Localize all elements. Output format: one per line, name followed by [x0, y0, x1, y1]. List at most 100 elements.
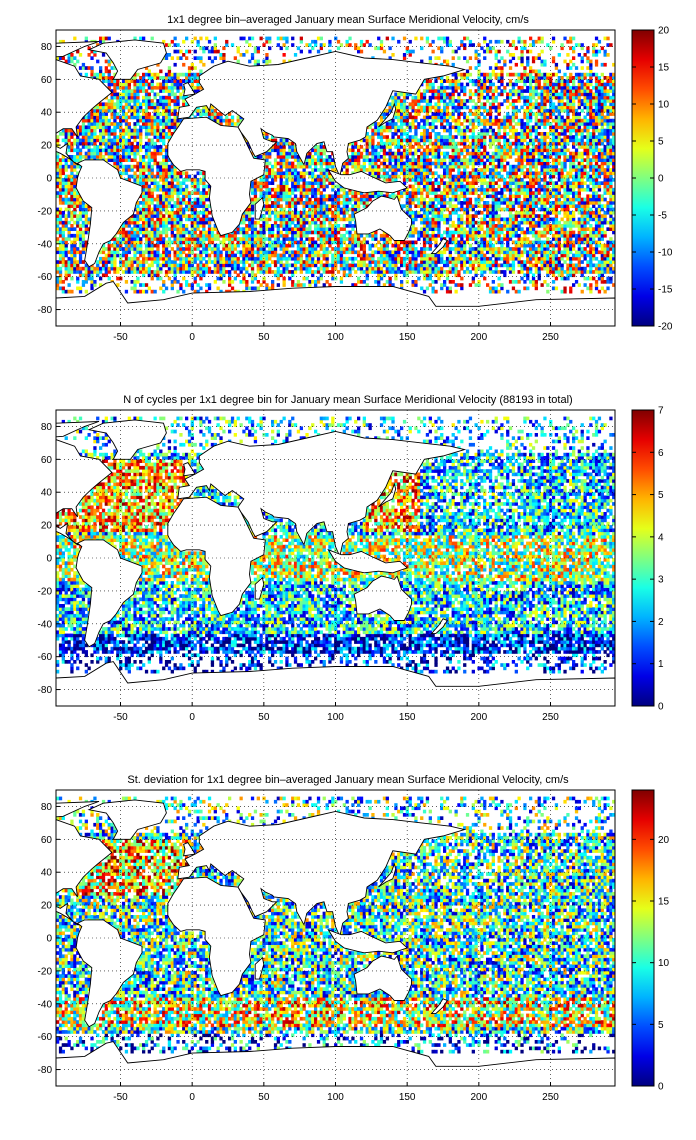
- heatmap-cell: [443, 191, 447, 195]
- heatmap-cell: [164, 76, 169, 80]
- heatmap-cell: [56, 138, 60, 143]
- heatmap-cell: [170, 263, 174, 268]
- heatmap-cell: [348, 155, 352, 159]
- heatmap-cell: [185, 253, 189, 258]
- heatmap-cell: [87, 148, 91, 153]
- heatmap-cell: [314, 39, 318, 44]
- heatmap-cell: [110, 89, 114, 93]
- heatmap-cell: [73, 194, 77, 199]
- heatmap-cell: [437, 270, 441, 274]
- heatmap-cell: [273, 148, 278, 153]
- heatmap-cell: [377, 135, 381, 139]
- heatmap-cell: [242, 247, 246, 251]
- heatmap-cell: [99, 69, 103, 74]
- heatmap-cell: [388, 145, 392, 149]
- heatmap-cell: [119, 115, 123, 120]
- heatmap-cell: [119, 125, 123, 130]
- heatmap-cell: [170, 260, 174, 264]
- heatmap-cell: [405, 105, 409, 110]
- heatmap-cell: [425, 204, 430, 208]
- heatmap-cell: [440, 158, 444, 162]
- heatmap-cell: [379, 132, 384, 136]
- heatmap-cell: [250, 237, 255, 241]
- heatmap-cell: [440, 145, 444, 149]
- heatmap-cell: [402, 247, 407, 251]
- heatmap-cell: [428, 105, 432, 110]
- heatmap-cell: [156, 171, 160, 176]
- heatmap-cell: [279, 168, 283, 172]
- heatmap-cell: [156, 181, 160, 185]
- heatmap-cell: [170, 270, 174, 274]
- heatmap-cell: [342, 171, 346, 176]
- heatmap-cell: [293, 233, 298, 238]
- heatmap-cell: [268, 253, 272, 258]
- heatmap-cell: [182, 270, 186, 274]
- heatmap-cell: [316, 207, 321, 212]
- heatmap-cell: [348, 141, 352, 146]
- heatmap-cell: [443, 168, 447, 172]
- heatmap-cell: [311, 217, 315, 222]
- heatmap-cell: [133, 89, 137, 93]
- heatmap-cell: [388, 194, 392, 199]
- heatmap-cell: [302, 243, 306, 248]
- heatmap-cell: [417, 161, 421, 166]
- heatmap-cell: [139, 240, 143, 245]
- heatmap-cell: [124, 145, 129, 149]
- heatmap-cell: [58, 178, 63, 182]
- heatmap-cell: [391, 135, 395, 139]
- heatmap-cell: [78, 141, 83, 146]
- heatmap-cell: [144, 89, 149, 93]
- heatmap-cell: [93, 49, 97, 54]
- heatmap-cell: [334, 247, 338, 251]
- heatmap-cell: [81, 233, 86, 238]
- heatmap-cell: [127, 250, 131, 255]
- heatmap-cell: [357, 250, 361, 255]
- heatmap-cell: [322, 204, 326, 208]
- heatmap-cell: [362, 161, 366, 166]
- heatmap-cell: [379, 155, 384, 159]
- heatmap-cell: [302, 187, 306, 192]
- heatmap-cell: [431, 115, 435, 120]
- heatmap-cell: [142, 260, 146, 264]
- heatmap-cell: [299, 283, 303, 287]
- heatmap-cell: [110, 132, 114, 136]
- heatmap-cell: [434, 118, 438, 123]
- heatmap-cell: [87, 266, 91, 271]
- heatmap-cell: [90, 72, 94, 77]
- heatmap-cell: [408, 148, 412, 153]
- heatmap-cell: [228, 270, 232, 274]
- heatmap-cell: [199, 233, 203, 238]
- heatmap-cell: [216, 230, 220, 235]
- heatmap-cell: [76, 125, 80, 130]
- heatmap-cell: [305, 184, 309, 189]
- heatmap-cell: [328, 43, 332, 47]
- heatmap-cell: [67, 256, 71, 261]
- heatmap-cell: [428, 240, 432, 245]
- heatmap-cell: [150, 128, 154, 133]
- heatmap-cell: [328, 227, 332, 231]
- heatmap-cell: [81, 145, 86, 149]
- heatmap-cell: [354, 43, 358, 47]
- heatmap-cell: [282, 43, 286, 47]
- heatmap-cell: [73, 256, 77, 261]
- heatmap-cell: [121, 89, 126, 93]
- heatmap-cell: [58, 250, 63, 255]
- heatmap-cell: [422, 92, 427, 97]
- heatmap-cell: [302, 181, 306, 185]
- heatmap-cell: [271, 194, 275, 199]
- heatmap-cell: [262, 270, 266, 274]
- heatmap-cell: [61, 253, 65, 258]
- heatmap-cell: [156, 128, 160, 133]
- heatmap-cell: [113, 102, 117, 107]
- heatmap-cell: [104, 141, 108, 146]
- heatmap-cell: [322, 184, 326, 189]
- heatmap-cell: [213, 46, 217, 51]
- heatmap-cell: [90, 69, 94, 74]
- heatmap-cell: [78, 128, 83, 133]
- heatmap-cell: [78, 125, 83, 130]
- heatmap-cell: [402, 171, 407, 176]
- heatmap-cell: [176, 56, 180, 60]
- heatmap-cell: [434, 204, 438, 208]
- heatmap-cell: [359, 43, 364, 47]
- heatmap-cell: [104, 158, 108, 162]
